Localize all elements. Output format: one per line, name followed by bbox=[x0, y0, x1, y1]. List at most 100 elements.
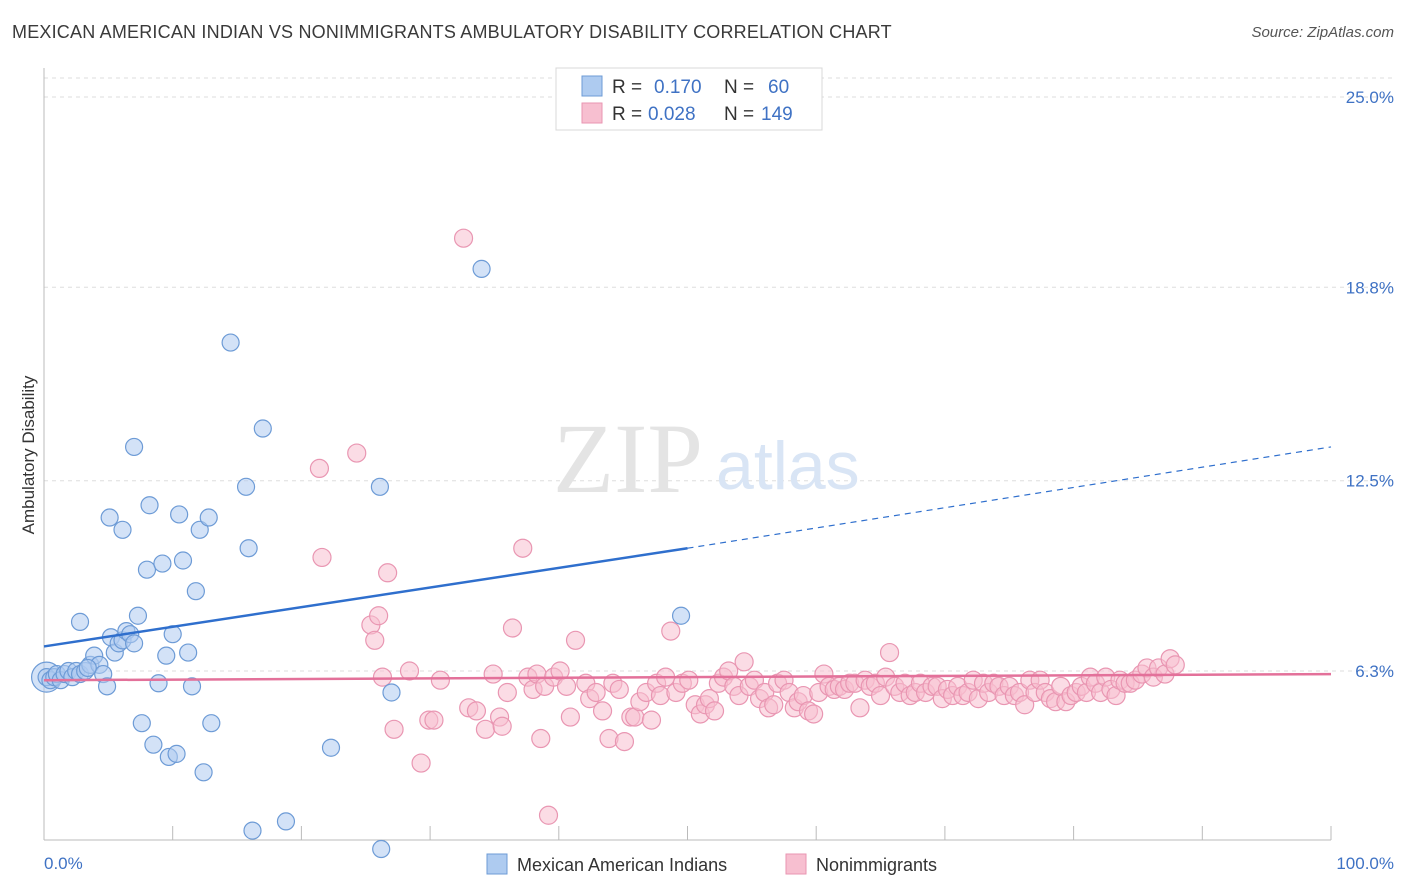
mexican-american-indians-point-57 bbox=[472, 259, 491, 278]
nonimmigrants-point-149 bbox=[1165, 655, 1185, 675]
nonimmigrants-point-10 bbox=[411, 753, 431, 773]
nonimmigrants-point-0 bbox=[309, 458, 330, 479]
mexican-american-indians-point-49 bbox=[239, 539, 258, 558]
x-tick-label-0: 0.0% bbox=[44, 854, 83, 873]
nonimmigrants-point-18 bbox=[483, 664, 503, 684]
mexican-american-indians-point-43 bbox=[190, 520, 209, 539]
tick-labels: 6.3% 12.5% 18.8% 25.0% 0.0% 100.0% bbox=[44, 88, 1394, 873]
watermark-zip: ZIP bbox=[553, 403, 703, 514]
mexican-american-indians-point-23 bbox=[70, 612, 90, 631]
mexican-american-indians-point-30 bbox=[137, 560, 157, 579]
nonimmigrants-point-33 bbox=[560, 707, 580, 727]
nonimmigrants-point-54 bbox=[679, 670, 699, 690]
mexican-american-indians-point-32 bbox=[149, 674, 168, 693]
mexican-american-indians-point-55 bbox=[372, 839, 391, 859]
bottom-legend-label-1: Mexican American Indians bbox=[517, 855, 727, 875]
chart-title: MEXICAN AMERICAN INDIAN VS NONIMMIGRANTS… bbox=[12, 22, 892, 42]
nonimmigrants-point-42 bbox=[614, 731, 635, 752]
bottom-legend-swatch-pink bbox=[785, 853, 807, 875]
mexican-american-indians-point-59 bbox=[78, 658, 97, 678]
y-axis-label: Ambulatory Disability bbox=[19, 375, 38, 534]
mexican-american-indians-point-51 bbox=[253, 419, 272, 438]
mexican-american-indians-point-26 bbox=[124, 437, 144, 457]
legend-r-label-2: R = bbox=[612, 104, 642, 125]
watermark-atlas: atlas bbox=[716, 428, 860, 504]
mexican-american-indians-point-27 bbox=[128, 606, 148, 625]
nonimmigrants-point-65 bbox=[734, 652, 754, 672]
mexican-american-indians-point-33 bbox=[153, 554, 172, 573]
mexican-american-indians-point-28 bbox=[132, 714, 151, 733]
mexican-american-indians-point-47 bbox=[221, 333, 240, 352]
nonimmigrants-point-47 bbox=[641, 710, 662, 730]
nonimmigrants-point-94 bbox=[879, 642, 900, 663]
nonimmigrants-point-71 bbox=[764, 695, 784, 715]
legend-n-label-2: N = bbox=[724, 104, 754, 125]
source-label: Source: ZipAtlas.com bbox=[1251, 24, 1394, 41]
nonimmigrants-point-13 bbox=[430, 670, 450, 690]
legend-r-label-1: R = bbox=[612, 77, 642, 98]
mexican-american-indians-point-39 bbox=[173, 551, 193, 570]
legend-n-label-1: N = bbox=[724, 77, 754, 98]
nonimmigrants-point-21 bbox=[497, 682, 517, 703]
legend-n-value-1: 60 bbox=[768, 77, 789, 98]
nonimmigrants-point-9 bbox=[399, 661, 420, 681]
mexican-american-indians-point-41 bbox=[182, 677, 202, 696]
bottom-legend-swatch-blue bbox=[486, 853, 508, 875]
nonimmigrants-point-79 bbox=[804, 704, 824, 724]
nonimmigrants-point-120 bbox=[1015, 695, 1035, 715]
series-legend: Mexican American Indians Nonimmigrants bbox=[486, 853, 937, 875]
y-tick-label-2: 18.8% bbox=[1346, 278, 1394, 297]
nonimmigrants-point-37 bbox=[586, 682, 606, 703]
nonimmigrants-point-92 bbox=[870, 685, 891, 706]
nonimmigrants-point-23 bbox=[513, 538, 533, 558]
y-tick-label-0: 6.3% bbox=[1355, 662, 1394, 681]
mexican-american-indians-point-45 bbox=[199, 508, 218, 527]
nonimmigrants-point-5 bbox=[369, 606, 389, 626]
mexican-american-indians-point-22 bbox=[124, 634, 144, 653]
mexican-american-indians-point-52 bbox=[276, 812, 296, 831]
nonimmigrants-point-17 bbox=[475, 719, 496, 739]
mexican-american-indians-point-54 bbox=[370, 477, 390, 496]
nonimmigrants-point-39 bbox=[599, 728, 619, 749]
mexican-american-indians-point-15 bbox=[97, 677, 117, 696]
nonimmigrants-point-16 bbox=[466, 701, 487, 721]
nonimmigrants-point-1 bbox=[312, 547, 332, 568]
trend-lines bbox=[43, 446, 1332, 682]
mexican-american-indians-point-46 bbox=[202, 714, 221, 733]
mexican-american-indians-point-40 bbox=[179, 643, 198, 662]
mexican-american-indians-point-31 bbox=[144, 735, 163, 754]
nonimmigrants-point-49 bbox=[650, 685, 671, 706]
axes bbox=[43, 68, 1332, 841]
mexican-american-indians-point-24 bbox=[100, 508, 119, 527]
grid-lines bbox=[44, 77, 1394, 672]
y-tick-label-1: 12.5% bbox=[1346, 472, 1394, 491]
nonimmigrants-point-2 bbox=[347, 443, 367, 463]
mexican-american-indians-point-44 bbox=[194, 763, 213, 782]
blue-trend-line bbox=[43, 546, 688, 648]
nonimmigrants-point-34 bbox=[565, 630, 586, 650]
legend-n-value-2: 149 bbox=[761, 104, 793, 125]
correlation-legend: R = 0.170 N = 60 R = 0.028 N = 149 bbox=[555, 67, 823, 131]
legend-swatch-pink bbox=[581, 102, 603, 124]
nonimmigrants-point-27 bbox=[531, 728, 551, 749]
mexican-american-indians-point-50 bbox=[243, 821, 262, 840]
nonimmigrants-point-14 bbox=[453, 228, 474, 248]
legend-r-value-1: 0.170 bbox=[654, 77, 702, 98]
mexican-american-indians-point-53 bbox=[321, 738, 341, 757]
nonimmigrants-point-22 bbox=[502, 618, 523, 638]
nonimmigrants-point-38 bbox=[592, 701, 613, 721]
legend-swatch-blue bbox=[581, 75, 603, 97]
x-tick-label-1: 100.0% bbox=[1336, 854, 1394, 873]
nonimmigrants-point-12 bbox=[424, 710, 444, 730]
mexican-american-indians-point-48 bbox=[236, 477, 256, 496]
nonimmigrants-point-32 bbox=[556, 676, 577, 696]
nonimmigrants-point-8 bbox=[384, 719, 404, 739]
nonimmigrants-point-51 bbox=[661, 621, 681, 641]
y-tick-label-3: 25.0% bbox=[1346, 88, 1394, 107]
mexican-american-indians-point-29 bbox=[140, 496, 159, 515]
nonimmigrants-point-29 bbox=[538, 805, 559, 825]
nonimmigrants-points bbox=[309, 228, 1185, 825]
nonimmigrants-point-88 bbox=[850, 698, 870, 718]
nonimmigrants-point-20 bbox=[492, 716, 512, 736]
